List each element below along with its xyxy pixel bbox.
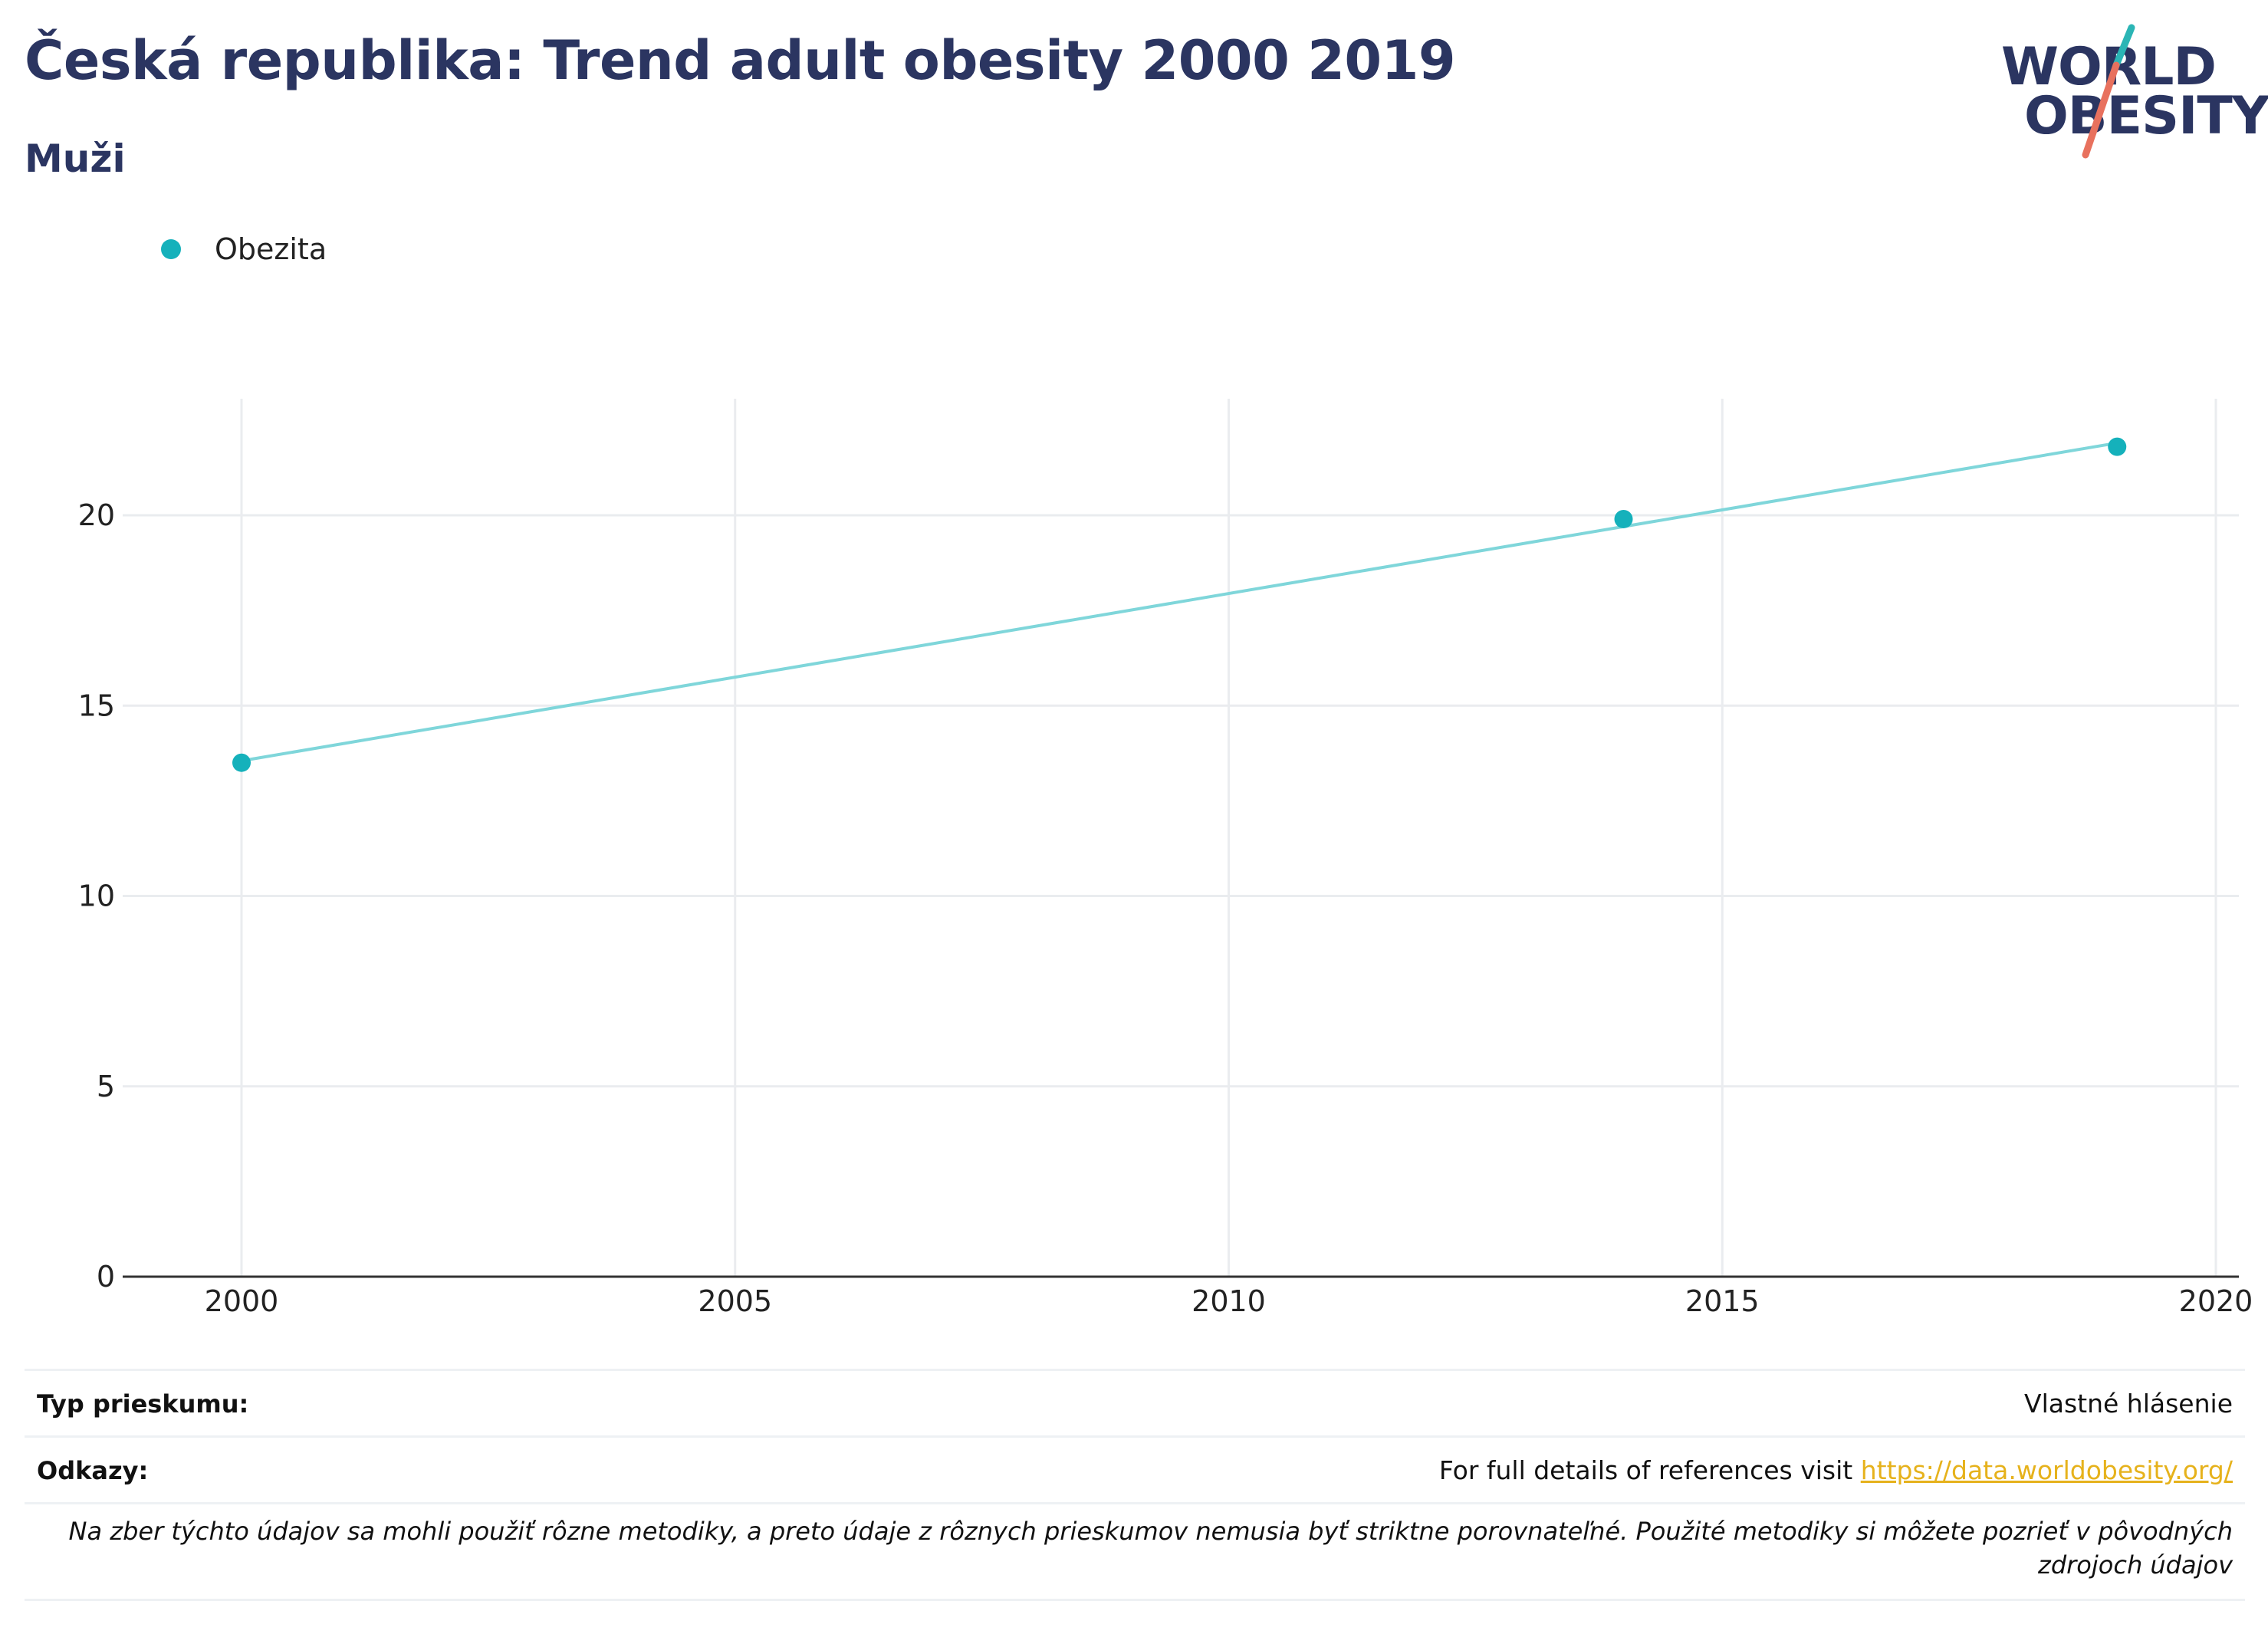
logo-slash-teal: [2112, 24, 2135, 69]
logo-slash-coral: [2082, 61, 2120, 159]
data-point: [1614, 509, 1633, 528]
footer-survey-type-row: Typ prieskumu: Vlastné hlásenie: [25, 1371, 2245, 1438]
logo-word-obesity: OBESITY: [2024, 86, 2268, 146]
point-layer: [232, 437, 2127, 772]
methodology-note: Na zber týchto údajov sa mohli použiť rô…: [68, 1517, 2233, 1580]
chart-title: Česká republika: Trend adult obesity 200…: [25, 29, 1456, 92]
x-tick-label: 2000: [205, 1284, 279, 1318]
logo-slash-icon: [2082, 24, 2135, 159]
x-tick-label: 2010: [1192, 1284, 1266, 1318]
legend-label-obezita: Obezita: [215, 232, 327, 266]
trendline: [241, 441, 2118, 763]
chart-plot: 0 5 10 15 20 2000 2005 2010 2015 2020: [78, 399, 2253, 1318]
references-value: For full details of references visit htt…: [1439, 1455, 2233, 1485]
x-tick-label: 2005: [698, 1284, 772, 1318]
legend-marker-obezita: [161, 239, 181, 259]
chart-subtitle: Muži: [25, 136, 126, 181]
y-tick-label: 20: [78, 498, 115, 532]
data-point: [232, 753, 251, 772]
survey-type-value: Vlastné hlásenie: [2024, 1389, 2233, 1419]
references-link[interactable]: https://data.worldobesity.org/: [1860, 1455, 2233, 1485]
y-tick-label: 0: [97, 1260, 115, 1294]
chart-legend[interactable]: Obezita: [161, 230, 327, 268]
y-tick-label: 10: [78, 879, 115, 913]
grid-layer: [123, 399, 2239, 1277]
references-label: Odkazy:: [37, 1456, 149, 1485]
x-tick-label: 2020: [2179, 1284, 2253, 1318]
survey-type-label: Typ prieskumu:: [37, 1389, 249, 1419]
footer-bottom-divider: [25, 1599, 2245, 1601]
x-tick-label: 2015: [1685, 1284, 1760, 1318]
y-tick-label: 15: [78, 689, 115, 722]
references-text: For full details of references visit: [1438, 1455, 1861, 1485]
trend-layer: [241, 441, 2118, 763]
data-point: [2108, 437, 2127, 456]
axis-layer: 0 5 10 15 20 2000 2005 2010 2015 2020: [78, 498, 2253, 1318]
world-obesity-logo: WORLD OBESITY: [2001, 23, 2268, 161]
y-tick-label: 5: [97, 1070, 115, 1103]
footer-top-divider: [25, 1369, 2245, 1371]
footer-references-row: Odkazy: For full details of references v…: [25, 1438, 2245, 1504]
